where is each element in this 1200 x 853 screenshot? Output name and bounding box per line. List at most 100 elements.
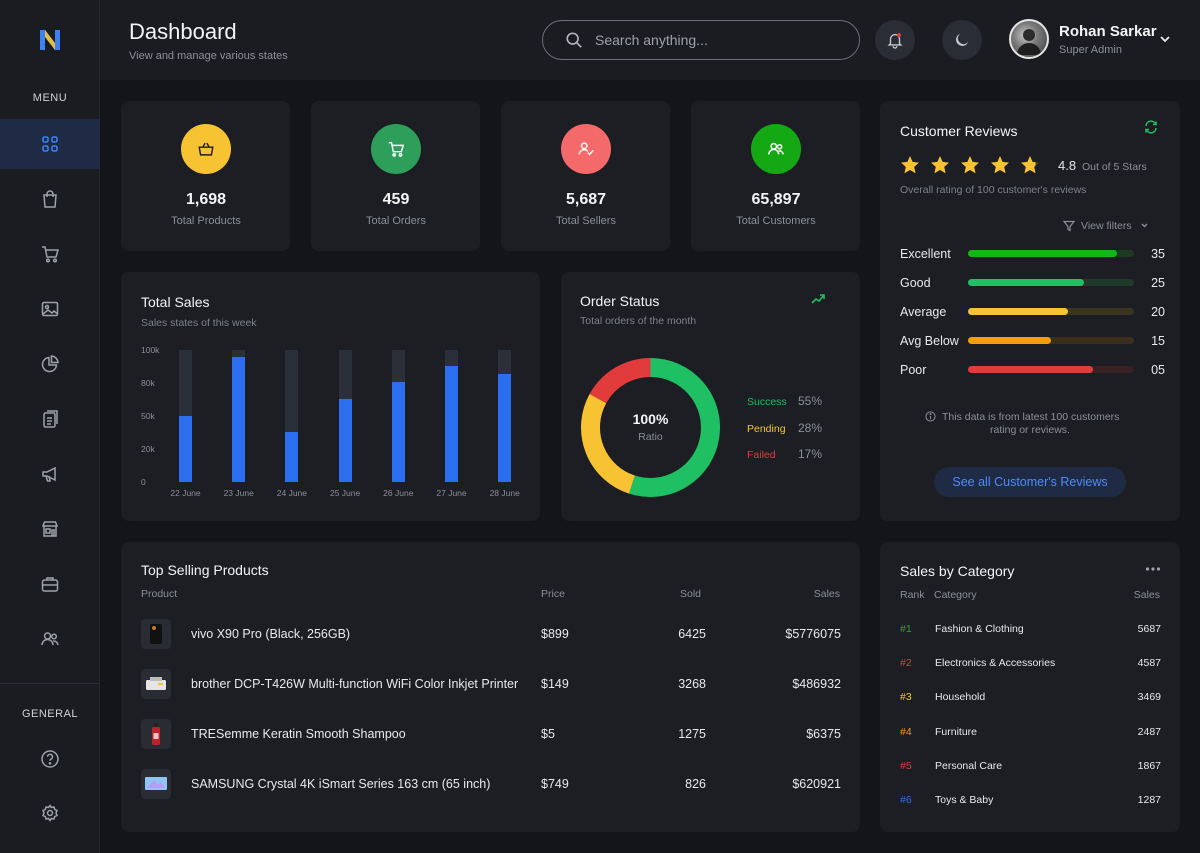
briefcase-icon bbox=[41, 577, 59, 592]
column-header-rank[interactable]: Rank bbox=[900, 589, 925, 601]
list-item[interactable]: #2 Electronics & Accessories 4587 bbox=[880, 649, 1180, 683]
phone-icon bbox=[141, 619, 171, 649]
list-item[interactable]: #4 Furniture 2487 bbox=[880, 718, 1180, 752]
x-tick-label: 26 June bbox=[383, 488, 414, 498]
store-icon bbox=[41, 521, 59, 537]
trending-up-icon[interactable] bbox=[811, 292, 825, 306]
sidebar-item-reports[interactable] bbox=[0, 394, 100, 444]
column-header-price[interactable]: Price bbox=[541, 588, 565, 600]
sidebar-item-gallery[interactable] bbox=[0, 284, 100, 334]
y-tick-label: 50k bbox=[141, 411, 155, 421]
product-price: $149 bbox=[541, 677, 569, 691]
product-price: $749 bbox=[541, 777, 569, 791]
category-name: Electronics & Accessories bbox=[935, 657, 1056, 670]
bar[interactable] bbox=[445, 365, 458, 482]
bell-icon bbox=[887, 32, 903, 49]
stat-card-sellers[interactable]: 5,687 Total Sellers bbox=[501, 101, 670, 251]
stat-card-customers[interactable]: 65,897 Total Customers bbox=[691, 101, 860, 251]
avatar[interactable] bbox=[1009, 19, 1049, 59]
table-row[interactable]: brother DCP-T426W Multi-function WiFi Co… bbox=[121, 660, 861, 710]
see-all-reviews-button[interactable]: See all Customer's Reviews bbox=[934, 467, 1126, 497]
category-name: Household bbox=[935, 691, 986, 704]
refresh-icon[interactable] bbox=[1144, 120, 1158, 134]
legend-failed-label: Failed bbox=[747, 449, 776, 461]
order-status-card: Order Status Total orders of the month 1… bbox=[561, 272, 860, 521]
category-name: Furniture bbox=[935, 725, 978, 738]
sidebar-item-help[interactable] bbox=[0, 734, 100, 784]
sidebar-item-customers[interactable] bbox=[0, 614, 100, 664]
overall-rating-text: Overall rating of 100 customer's reviews bbox=[900, 184, 1087, 196]
stat-value: 5,687 bbox=[565, 191, 607, 208]
donut-segment-success[interactable] bbox=[629, 358, 720, 497]
product-sold: 6425 bbox=[678, 627, 706, 641]
table-row[interactable]: TRESemme Keratin Smooth Shampoo $5 1275 … bbox=[121, 710, 861, 760]
more-options-icon[interactable] bbox=[1145, 566, 1161, 572]
bar[interactable] bbox=[232, 356, 246, 482]
sidebar-item-dashboard[interactable] bbox=[0, 119, 100, 169]
list-item[interactable]: #6 Toys & Baby 1287 bbox=[880, 786, 1180, 820]
table-row[interactable]: SAMSUNG Crystal 4K iSmart Series 163 cm … bbox=[121, 760, 861, 810]
x-tick-label: 28 June bbox=[489, 488, 520, 498]
bar[interactable] bbox=[498, 373, 512, 482]
stat-card-orders[interactable]: 459 Total Orders bbox=[311, 101, 480, 251]
category-rank: #2 bbox=[900, 657, 912, 670]
review-count-excellent: 35 bbox=[1151, 247, 1165, 261]
bar[interactable] bbox=[285, 431, 299, 482]
printer-icon bbox=[141, 669, 171, 699]
bar[interactable] bbox=[179, 416, 192, 482]
search-icon bbox=[566, 32, 582, 48]
review-bar-excellent bbox=[968, 250, 1134, 257]
users-icon bbox=[751, 124, 801, 174]
general-section-label: GENERAL bbox=[21, 708, 79, 720]
image-icon bbox=[41, 301, 59, 317]
sidebar-item-marketing[interactable] bbox=[0, 449, 100, 499]
star-icon bbox=[961, 156, 979, 174]
sidebar-item-orders[interactable] bbox=[0, 229, 100, 279]
table-row[interactable]: vivo X90 Pro (Black, 256GB) $899 6425 $5… bbox=[121, 610, 861, 660]
donut-segment-pending[interactable] bbox=[581, 394, 636, 494]
x-tick-label: 24 June bbox=[276, 488, 308, 498]
sidebar-item-stores[interactable] bbox=[0, 504, 100, 554]
column-header-sold[interactable]: Sold bbox=[679, 588, 701, 600]
bar[interactable] bbox=[391, 381, 405, 482]
product-name: SAMSUNG Crystal 4K iSmart Series 163 cm … bbox=[191, 777, 491, 791]
list-item[interactable]: #1 Fashion & Clothing 5687 bbox=[880, 615, 1180, 649]
column-header-category[interactable]: Category bbox=[934, 589, 977, 601]
cart-icon bbox=[371, 124, 421, 174]
top-selling-products-card: Top Selling Products Product Price Sold … bbox=[121, 542, 860, 832]
legend-pending-value: 28% bbox=[798, 421, 823, 435]
stat-label: Total Orders bbox=[366, 215, 426, 227]
user-name[interactable]: Rohan Sarkar bbox=[1059, 23, 1157, 40]
product-sold: 3268 bbox=[678, 677, 706, 691]
reviews-info-line2: rating or reviews. bbox=[990, 424, 1070, 436]
notifications-button[interactable] bbox=[875, 20, 915, 60]
list-item[interactable]: #3 Household 3469 bbox=[880, 683, 1180, 717]
list-item[interactable]: #5 Personal Care 1867 bbox=[880, 752, 1180, 786]
product-sales: $6375 bbox=[806, 727, 841, 741]
legend-success-value: 55% bbox=[798, 394, 823, 408]
column-header-product[interactable]: Product bbox=[141, 588, 178, 600]
sidebar-item-analytics[interactable] bbox=[0, 339, 100, 389]
sidebar-item-settings[interactable] bbox=[0, 788, 100, 838]
stat-label: Total Sellers bbox=[556, 215, 616, 227]
category-sales: 1867 bbox=[1137, 759, 1161, 772]
sidebar-item-sellers[interactable] bbox=[0, 559, 100, 609]
theme-toggle-button[interactable] bbox=[942, 20, 982, 60]
page-title: Dashboard bbox=[129, 19, 237, 44]
search-bar[interactable] bbox=[542, 20, 860, 60]
menu-section-label: MENU bbox=[32, 92, 68, 104]
review-count-avg-below: 15 bbox=[1151, 334, 1165, 348]
donut-segment-failed[interactable] bbox=[589, 358, 651, 404]
stat-card-products[interactable]: 1,698 Total Products bbox=[121, 101, 290, 251]
chevron-down-icon[interactable] bbox=[1159, 33, 1171, 45]
chevron-down-icon bbox=[1141, 223, 1148, 228]
column-header-sales[interactable]: Sales bbox=[1133, 589, 1160, 601]
sidebar-item-products[interactable] bbox=[0, 174, 100, 224]
donut-center-value: 100% bbox=[632, 411, 669, 427]
stat-label: Total Customers bbox=[736, 215, 816, 227]
view-filters-dropdown[interactable]: View filters bbox=[1063, 220, 1150, 232]
category-sales: 1287 bbox=[1137, 794, 1161, 806]
column-header-sales[interactable]: Sales bbox=[813, 588, 840, 600]
search-input[interactable] bbox=[595, 32, 825, 48]
bar[interactable] bbox=[338, 398, 352, 482]
